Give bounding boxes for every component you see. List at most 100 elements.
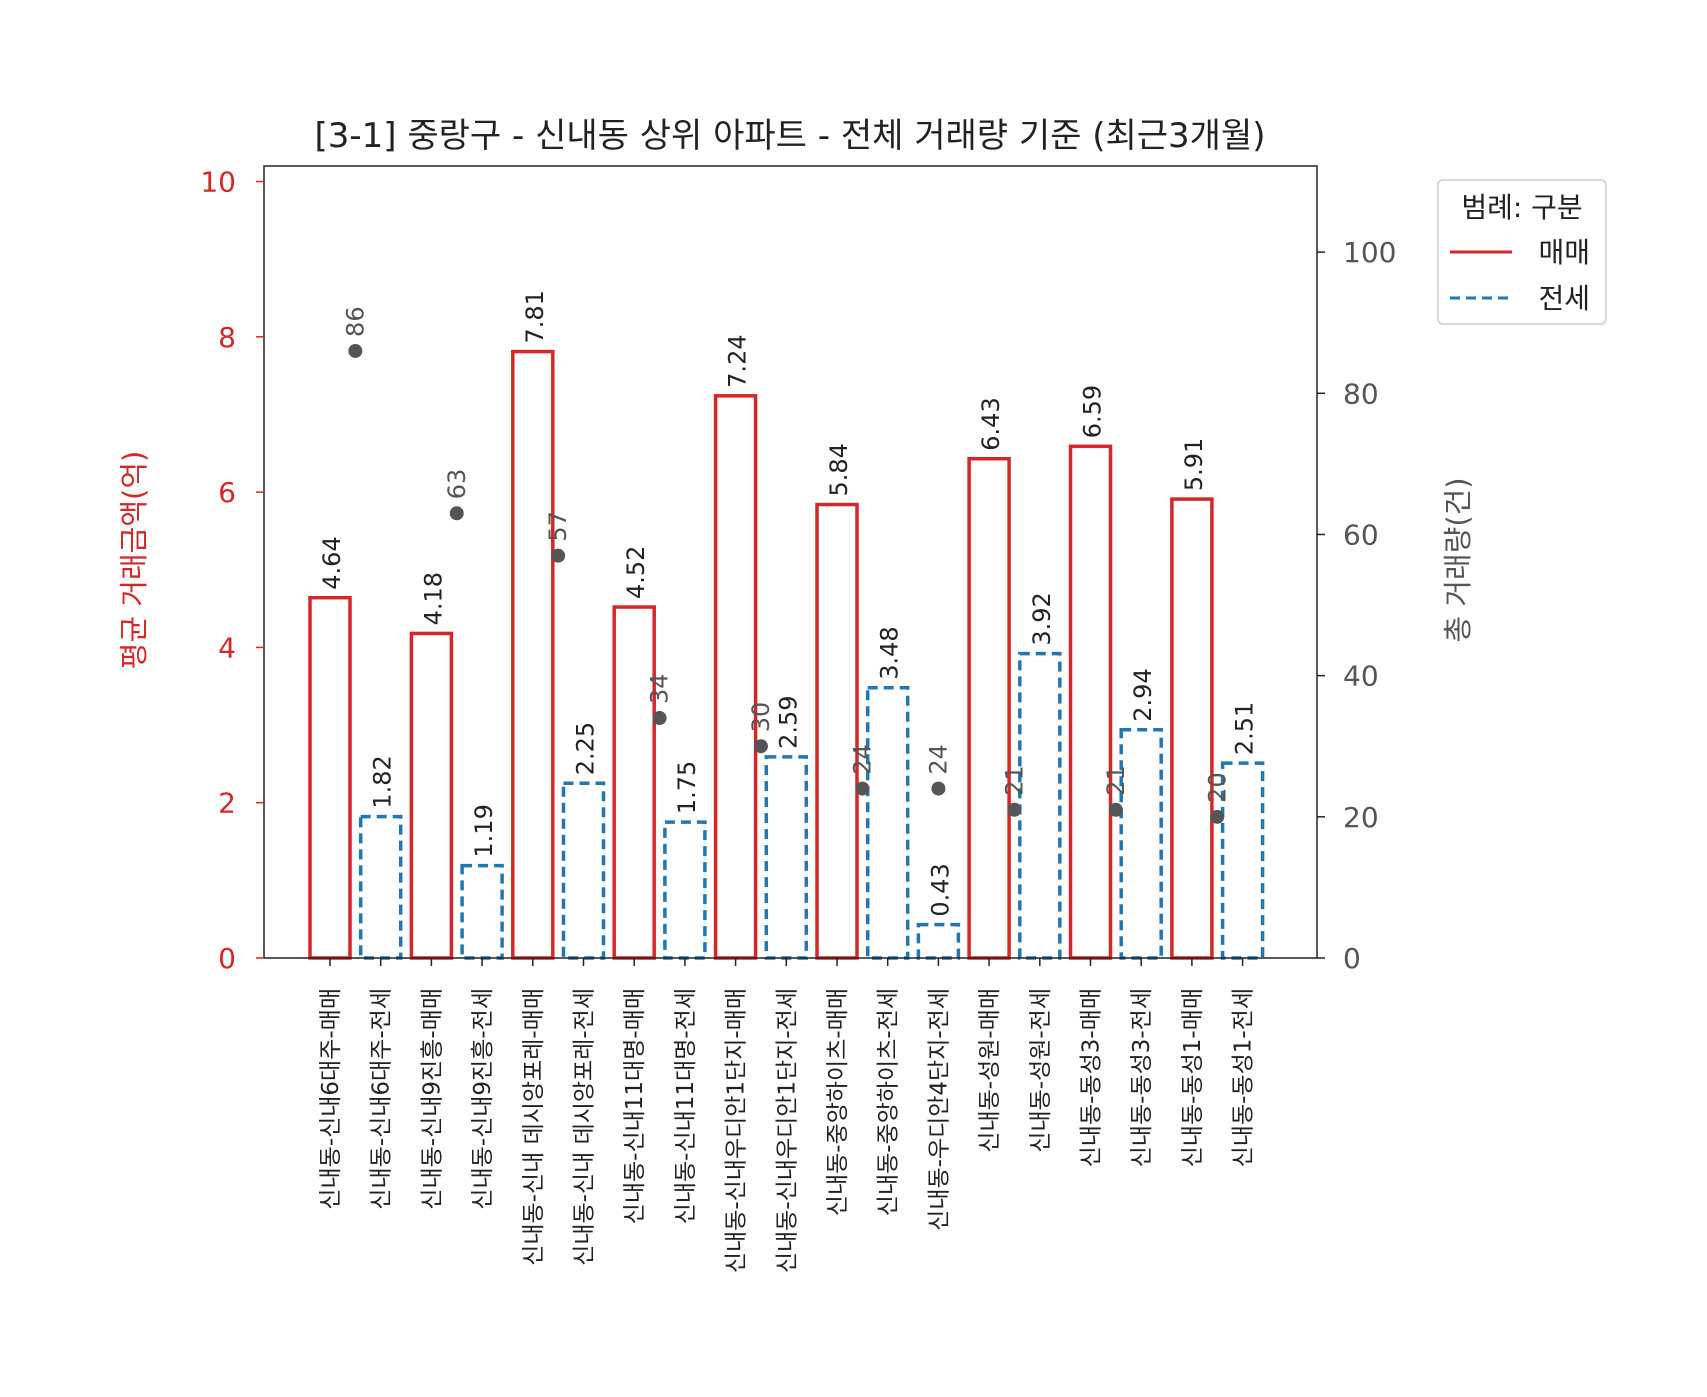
bar-sale bbox=[967, 456, 1011, 960]
left-axis: 0 2 4 6 8 10 bbox=[200, 166, 264, 975]
left-tick-label: 6 bbox=[218, 476, 236, 509]
bar-sale bbox=[713, 394, 758, 960]
bar-value-label: 0.43 bbox=[926, 863, 954, 916]
left-tick-label: 10 bbox=[200, 166, 236, 199]
bar-jeonse bbox=[460, 863, 504, 960]
x-tick-label: 신내동-성원-전세 bbox=[1028, 988, 1054, 1153]
right-tick-label: 80 bbox=[1343, 377, 1379, 410]
legend-label-jeonse: 전세 bbox=[1538, 282, 1590, 315]
left-tick-label: 4 bbox=[218, 631, 236, 664]
bar-value-label: 4.52 bbox=[622, 546, 650, 599]
volume-marker bbox=[855, 781, 870, 796]
x-tick-label: 신내동-신내우디안1단지-매매 bbox=[724, 988, 750, 1273]
bar-jeonse bbox=[358, 814, 403, 960]
bar-jeonse bbox=[916, 922, 961, 960]
x-tick-label: 신내동-중앙하이츠-매매 bbox=[825, 988, 851, 1216]
volume-label: 21 bbox=[1102, 765, 1130, 796]
left-tick-label: 2 bbox=[218, 787, 236, 820]
x-tick-label: 신내동-신내우디안1단지-전세 bbox=[774, 988, 800, 1273]
x-tick-label: 신내동-신내9진흥-전세 bbox=[470, 988, 496, 1210]
bar-value-label: 1.75 bbox=[673, 761, 701, 814]
left-tick-label: 8 bbox=[218, 321, 236, 354]
bar-value-label: 7.24 bbox=[724, 334, 752, 387]
bar-value-label: 3.48 bbox=[876, 626, 904, 679]
right-tick-label: 100 bbox=[1343, 236, 1396, 269]
volume-label: 86 bbox=[341, 306, 369, 337]
bar-sale bbox=[511, 349, 555, 960]
x-tick-label: 신내동-신내9진흥-매매 bbox=[419, 988, 445, 1210]
volume-markers-group: 86 63 57 34 30 24 24 21 21 20 bbox=[341, 306, 1231, 824]
bar-sale bbox=[409, 631, 454, 960]
bar-value-label: 4.18 bbox=[419, 572, 447, 625]
right-tick-label: 0 bbox=[1343, 942, 1361, 975]
x-tick-label: 신내동-신내11대명-전세 bbox=[673, 988, 699, 1224]
bar-value-label: 2.59 bbox=[774, 695, 802, 748]
right-tick-label: 60 bbox=[1343, 518, 1379, 551]
x-tick-label: 신내동-중앙하이츠-전세 bbox=[876, 988, 902, 1216]
volume-marker bbox=[348, 343, 363, 358]
bar-value-label: 7.81 bbox=[521, 290, 549, 343]
bar-sale bbox=[815, 502, 859, 960]
bar-value-label: 4.64 bbox=[318, 536, 346, 589]
bar-sale bbox=[1170, 497, 1214, 960]
x-tick-label: 신내동-우디안4단지-전세 bbox=[926, 988, 952, 1231]
volume-label: 24 bbox=[848, 744, 876, 775]
x-tick-label: 신내동-신내6대주-매매 bbox=[318, 988, 344, 1210]
x-tick-label: 신내동-동성3-전세 bbox=[1129, 988, 1155, 1167]
right-axis-label: 총 거래량(건) bbox=[1441, 477, 1475, 642]
volume-marker bbox=[753, 739, 768, 754]
left-tick-label: 0 bbox=[218, 942, 236, 975]
chart-title: [3-1] 중랑구 - 신내동 상위 아파트 - 전체 거래량 기준 (최근3개… bbox=[315, 116, 1266, 156]
bar-value-label: 2.94 bbox=[1129, 668, 1157, 721]
x-tick-label: 신내동-신내11대명-매매 bbox=[622, 988, 648, 1224]
volume-label: 20 bbox=[1203, 772, 1231, 803]
x-tick-label: 신내동-성원-매매 bbox=[977, 988, 1003, 1153]
bar-value-label: 1.82 bbox=[369, 755, 397, 808]
legend-label-sale: 매매 bbox=[1538, 236, 1590, 269]
bar-jeonse bbox=[865, 686, 910, 960]
volume-label: 63 bbox=[443, 469, 471, 500]
x-tick-label: 신내동-동성3-매매 bbox=[1079, 988, 1105, 1167]
bar-sale bbox=[1068, 444, 1113, 960]
volume-marker bbox=[551, 548, 566, 563]
bar-jeonse bbox=[764, 755, 809, 960]
volume-marker bbox=[931, 781, 946, 796]
volume-marker bbox=[449, 506, 464, 521]
bar-jeonse bbox=[1119, 727, 1163, 960]
bar-value-label: 1.19 bbox=[470, 804, 498, 857]
volume-marker bbox=[1210, 809, 1225, 824]
volume-label: 21 bbox=[1000, 765, 1028, 796]
right-axis: 0 20 40 60 80 100 bbox=[1317, 236, 1396, 975]
right-tick-label: 40 bbox=[1343, 660, 1379, 693]
bar-value-label: 5.84 bbox=[825, 443, 853, 496]
bar-jeonse bbox=[663, 820, 707, 960]
bar-sale bbox=[612, 605, 656, 960]
x-axis: 신내동-신내6대주-매매 신내동-신내6대주-전세 신내동-신내9진흥-매매 신내동-… bbox=[318, 958, 1257, 1273]
bar-sale bbox=[308, 595, 352, 960]
left-axis-label: 평균 거래금액(억) bbox=[117, 451, 151, 670]
plot-frame bbox=[263, 165, 1318, 959]
legend: 범례: 구분 매매 전세 bbox=[1437, 179, 1607, 325]
bar-value-label: 2.51 bbox=[1231, 702, 1259, 755]
volume-marker bbox=[652, 711, 667, 725]
bar-value-label: 6.59 bbox=[1079, 385, 1107, 438]
bar-jeonse bbox=[1220, 761, 1265, 960]
volume-marker bbox=[1007, 802, 1022, 817]
legend-box bbox=[1437, 179, 1607, 325]
x-tick-label: 신내동-동성1-매매 bbox=[1180, 988, 1206, 1167]
volume-label: 24 bbox=[924, 744, 952, 775]
x-tick-label: 신내동-동성1-전세 bbox=[1231, 988, 1257, 1167]
right-tick-label: 20 bbox=[1343, 801, 1379, 834]
bar-value-label: 3.92 bbox=[1028, 592, 1056, 645]
x-tick-label: 신내동-신내 데시앙포레-매매 bbox=[521, 988, 547, 1266]
bar-jeonse bbox=[561, 781, 606, 960]
x-tick-label: 신내동-신내 데시앙포레-전세 bbox=[572, 988, 598, 1266]
volume-label: 30 bbox=[747, 702, 775, 733]
bars-group: 4.64 1.82 4.18 1.19 7.81 2.25 4.52 1.75 7.24 2.59… bbox=[308, 290, 1265, 960]
volume-label: 57 bbox=[544, 511, 572, 542]
bar-jeonse bbox=[1018, 651, 1062, 960]
bar-value-label: 6.43 bbox=[977, 397, 1005, 450]
volume-marker bbox=[1108, 802, 1123, 817]
legend-title: 범례: 구분 bbox=[1461, 191, 1582, 224]
